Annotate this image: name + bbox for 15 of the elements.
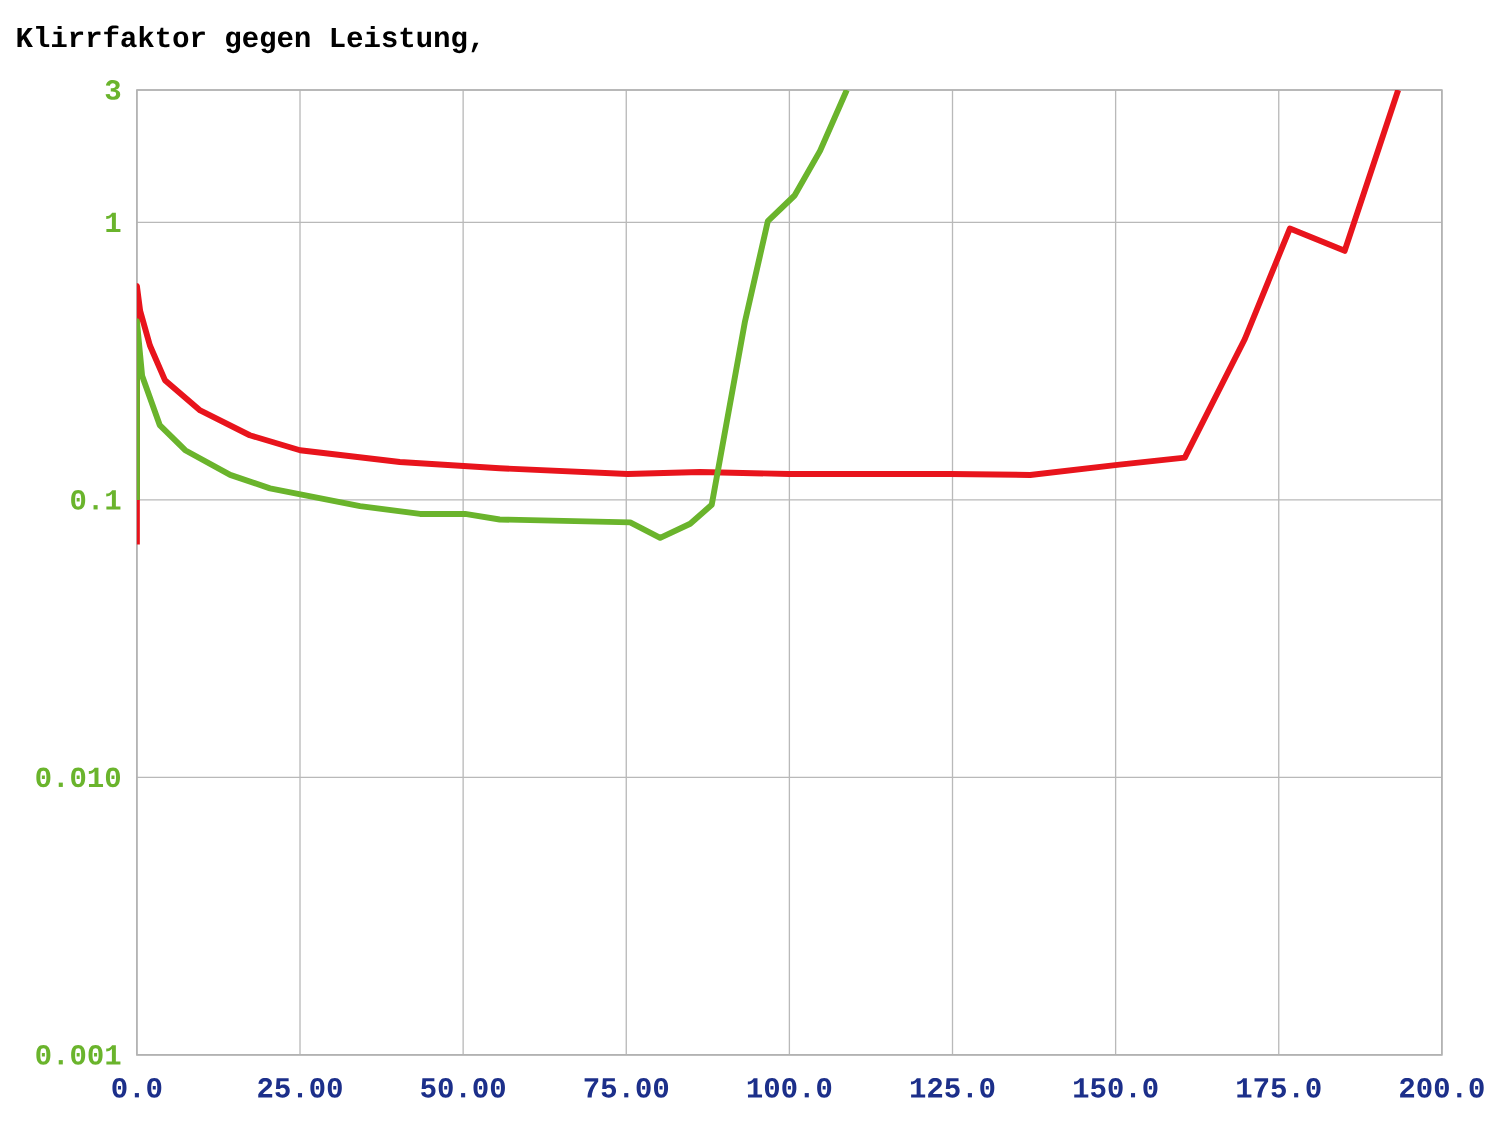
x-tick-label: 100.0	[747, 1077, 832, 1098]
x-tick-label: 25.00	[258, 1077, 342, 1098]
x-tick-label: 125.0	[910, 1077, 995, 1098]
x-tick-label: 75.00	[584, 1077, 669, 1098]
x-tick-label: 50.00	[421, 1077, 505, 1098]
y-tick-label: 0.010	[36, 767, 120, 788]
chart-title: Klirrfaktor gegen Leistung,	[17, 25, 479, 54]
x-tick-label: 150.0	[1074, 1077, 1158, 1098]
y-tick-label: 0.001	[36, 1045, 121, 1065]
x-tick-label: 200.0	[1400, 1077, 1484, 1098]
y-tick-label: 1	[106, 212, 121, 232]
x-tick-label: 175.0	[1237, 1077, 1321, 1098]
y-tick-label: 3	[105, 80, 121, 100]
y-tick-label: 0.1	[71, 490, 121, 510]
x-tick-label: 0.0	[112, 1077, 162, 1098]
